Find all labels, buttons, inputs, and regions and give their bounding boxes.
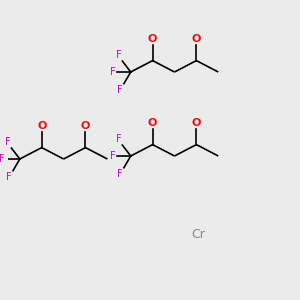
- Text: O: O: [192, 118, 201, 128]
- Text: O: O: [192, 34, 201, 44]
- Text: O: O: [148, 118, 157, 128]
- Text: F: F: [0, 154, 5, 164]
- Text: F: F: [117, 85, 123, 94]
- Text: O: O: [148, 34, 157, 44]
- Text: F: F: [117, 169, 123, 178]
- Text: O: O: [37, 122, 46, 131]
- Text: F: F: [5, 137, 10, 147]
- Text: F: F: [116, 50, 121, 60]
- Text: F: F: [7, 172, 12, 182]
- Text: Cr: Cr: [191, 227, 205, 241]
- Text: F: F: [116, 134, 121, 144]
- Text: F: F: [110, 151, 116, 161]
- Text: O: O: [81, 122, 90, 131]
- Text: F: F: [110, 67, 116, 77]
